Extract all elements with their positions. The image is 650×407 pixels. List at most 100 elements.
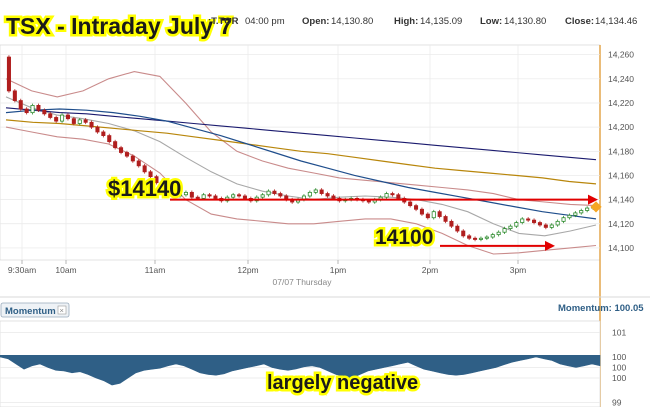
candle	[561, 217, 566, 222]
close-label: Close:	[565, 16, 594, 27]
candle	[408, 201, 413, 207]
header-bar	[0, 0, 650, 44]
candle	[12, 90, 17, 101]
candle	[431, 211, 436, 219]
candle	[54, 117, 59, 122]
chart-title: TSX - Intraday July 7	[6, 13, 232, 39]
x-tick-label: 9:30am	[8, 265, 36, 275]
candle	[166, 187, 171, 193]
momentum-tab[interactable]	[0, 302, 70, 318]
candle	[573, 212, 578, 216]
candle	[201, 194, 206, 199]
candle	[514, 222, 519, 227]
last-price-marker	[590, 201, 602, 213]
candle	[83, 119, 88, 123]
candle	[160, 182, 165, 188]
candle	[213, 195, 218, 199]
candle	[555, 220, 560, 226]
momentum-close-icon[interactable]	[57, 305, 67, 315]
candle	[24, 108, 29, 114]
candle	[313, 189, 318, 193]
candle	[319, 189, 324, 194]
candle	[567, 214, 572, 219]
open-label: Open:	[302, 16, 329, 27]
candle	[384, 193, 389, 198]
candle	[443, 216, 448, 222]
momentum-tick-label: 100	[612, 352, 626, 362]
annotation-largely-negative: largely negative	[267, 372, 418, 394]
candle	[142, 165, 147, 173]
candle	[508, 225, 513, 229]
high-label: High:	[394, 16, 418, 27]
x-tick-label: 12pm	[237, 265, 258, 275]
ma-navy-line	[5, 107, 597, 161]
momentum-tick-label: 100	[612, 373, 626, 383]
candle	[189, 191, 194, 198]
ma-olive-line	[5, 119, 597, 185]
candle	[502, 228, 507, 233]
candle	[195, 196, 200, 199]
candle	[537, 222, 542, 226]
candle	[60, 114, 65, 122]
candle	[325, 193, 330, 197]
y-tick-label: 14,180	[608, 146, 634, 156]
low-value: 14,130.80	[504, 16, 546, 27]
momentum-tab-label: Momentum	[5, 306, 56, 317]
ref-arrow-14140	[588, 194, 598, 205]
candle	[65, 114, 70, 120]
y-tick-label: 14,120	[608, 219, 634, 229]
candle	[396, 194, 401, 199]
candle	[148, 171, 153, 178]
candle	[455, 225, 460, 232]
candle	[307, 191, 312, 197]
candle	[520, 218, 525, 223]
x-tick-label: 11am	[145, 265, 166, 275]
ma-gray-line	[5, 96, 597, 237]
candle	[130, 155, 135, 162]
y-tick-label: 14,140	[608, 195, 634, 205]
y-tick-label: 14,200	[608, 122, 634, 132]
candle	[242, 195, 247, 199]
candle	[260, 194, 265, 198]
candle	[266, 190, 271, 196]
candle	[419, 208, 424, 215]
candle	[18, 100, 23, 110]
momentum-tick-label: 101	[612, 328, 626, 338]
y-tick-label: 14,100	[608, 243, 634, 253]
candle	[532, 219, 537, 223]
candle	[207, 194, 212, 197]
candle	[95, 126, 100, 133]
x-tick-label: 2pm	[422, 265, 439, 275]
candle	[490, 234, 495, 238]
ma-blue-line	[5, 108, 597, 220]
candle	[101, 131, 106, 136]
candle	[154, 176, 159, 184]
candle	[42, 109, 47, 115]
annotation-14140: $14140	[108, 176, 181, 201]
candle	[113, 141, 118, 149]
low-label: Low:	[480, 16, 502, 27]
open-value: 14,130.80	[331, 16, 373, 27]
candle	[107, 135, 112, 143]
candle	[272, 190, 277, 194]
candle	[237, 194, 242, 197]
candle	[136, 160, 141, 167]
candle	[496, 231, 501, 236]
momentum-area	[0, 354, 601, 386]
date-label: 07/07 Thursday	[273, 277, 333, 287]
close-value: 14,134.46	[595, 16, 637, 27]
candle	[172, 191, 177, 197]
momentum-tick-label: 100	[612, 363, 626, 373]
candle	[437, 211, 442, 217]
candle	[449, 220, 454, 227]
candle	[89, 121, 94, 128]
candle	[77, 119, 82, 124]
annotation-14100: 14100	[375, 226, 433, 249]
candle	[71, 118, 76, 124]
candle	[579, 210, 584, 214]
candle	[36, 104, 41, 111]
candle	[467, 235, 472, 239]
candle	[119, 147, 124, 153]
candle	[331, 195, 336, 199]
